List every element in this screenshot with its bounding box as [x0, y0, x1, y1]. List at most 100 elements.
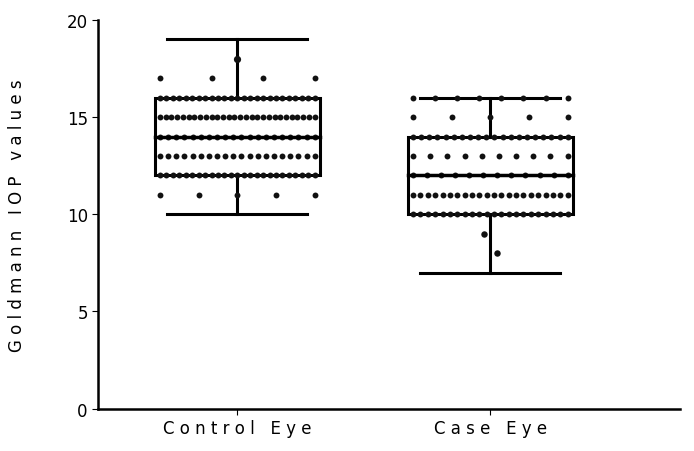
Point [518, 192, 529, 199]
Point [179, 153, 190, 160]
Point [235, 114, 246, 121]
Point [171, 133, 182, 141]
Point [244, 153, 255, 160]
Point [503, 211, 514, 218]
Point [540, 211, 551, 218]
Point [257, 95, 269, 102]
Point [407, 114, 418, 121]
Point [562, 114, 573, 121]
Point [511, 153, 522, 160]
Point [155, 192, 166, 199]
Point [203, 133, 214, 141]
Point [430, 95, 441, 102]
Point [407, 133, 418, 141]
Point [407, 211, 418, 218]
Point [481, 133, 492, 141]
Point [206, 114, 217, 121]
Point [280, 114, 291, 121]
Point [437, 211, 448, 218]
Point [162, 153, 174, 160]
Point [290, 172, 301, 179]
Point [212, 114, 223, 121]
Point [161, 172, 172, 179]
Point [448, 133, 459, 141]
Point [452, 192, 463, 199]
Point [206, 95, 217, 102]
Point [193, 172, 204, 179]
Point [503, 192, 514, 199]
Point [309, 95, 320, 102]
Point [481, 192, 492, 199]
Point [232, 192, 243, 199]
Point [466, 211, 477, 218]
Point [520, 172, 531, 179]
Point [436, 172, 447, 179]
Point [155, 95, 166, 102]
Point [275, 114, 286, 121]
Point [489, 133, 500, 141]
Point [155, 172, 166, 179]
Point [491, 250, 502, 257]
Point [309, 172, 320, 179]
Point [187, 172, 198, 179]
Point [212, 153, 223, 160]
Point [545, 133, 557, 141]
Point [548, 192, 559, 199]
Point [514, 133, 525, 141]
Point [219, 172, 230, 179]
Point [269, 114, 280, 121]
Point [293, 153, 304, 160]
Point [527, 153, 539, 160]
Point [422, 211, 433, 218]
Point [195, 153, 206, 160]
Point [477, 172, 489, 179]
Point [179, 133, 190, 141]
Point [160, 114, 171, 121]
Point [269, 153, 280, 160]
Point [187, 95, 198, 102]
Point [485, 114, 496, 121]
Point [217, 114, 228, 121]
Point [421, 172, 432, 179]
Point [228, 153, 239, 160]
Point [229, 114, 240, 121]
Point [540, 192, 551, 199]
Point [489, 192, 500, 199]
Point [548, 172, 559, 179]
Point [298, 114, 309, 121]
Point [437, 192, 448, 199]
Point [493, 153, 505, 160]
Point [232, 56, 243, 63]
Point [212, 133, 223, 141]
Point [506, 172, 517, 179]
Point [533, 192, 544, 199]
Point [505, 133, 516, 141]
Point [260, 153, 271, 160]
Point [264, 172, 275, 179]
Point [155, 133, 166, 141]
Point [521, 133, 532, 141]
Point [223, 114, 235, 121]
Point [252, 153, 263, 160]
Point [476, 153, 487, 160]
Point [166, 114, 177, 121]
Point [212, 172, 223, 179]
Point [246, 114, 257, 121]
Point [238, 172, 249, 179]
Point [228, 133, 239, 141]
Point [293, 133, 304, 141]
Point [452, 95, 463, 102]
Point [174, 95, 185, 102]
Point [245, 172, 256, 179]
Point [478, 230, 489, 238]
Point [548, 211, 559, 218]
Point [252, 133, 263, 141]
Point [277, 172, 288, 179]
Point [492, 172, 503, 179]
Point [457, 133, 468, 141]
Point [285, 133, 296, 141]
Point [290, 95, 301, 102]
Point [271, 172, 282, 179]
Point [442, 153, 453, 160]
Point [257, 114, 269, 121]
